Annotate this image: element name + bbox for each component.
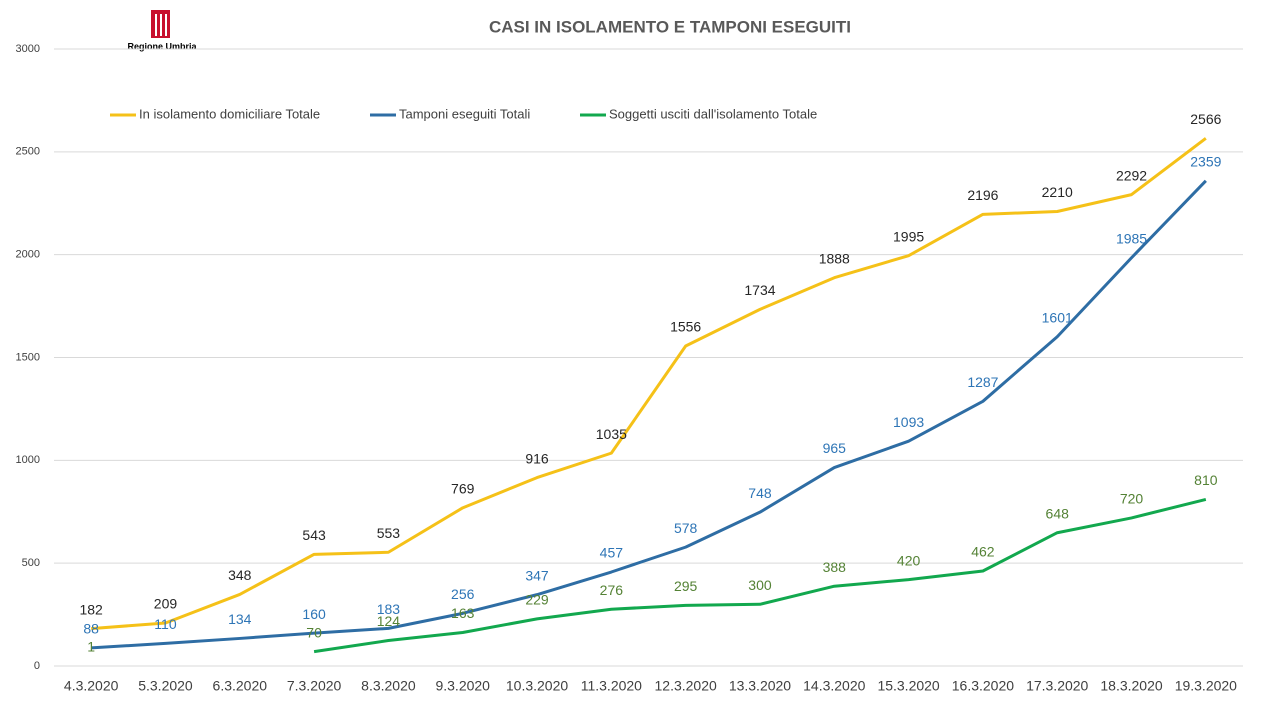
x-tick-label: 7.3.2020: [287, 678, 342, 694]
data-label: 1995: [893, 228, 924, 244]
logo: Regione Umbria: [127, 10, 197, 51]
x-tick-label: 13.3.2020: [729, 678, 791, 694]
data-label: 348: [228, 567, 252, 583]
logo-emblem: [155, 14, 157, 36]
x-tick-label: 14.3.2020: [803, 678, 865, 694]
logo-emblem: [165, 14, 167, 36]
data-label: 110: [154, 616, 177, 632]
data-label: 2196: [967, 187, 998, 203]
y-tick-label: 2500: [16, 146, 40, 158]
series-line: [91, 137, 1207, 631]
data-label: 88: [83, 621, 99, 637]
x-tick-label: 6.3.2020: [213, 678, 268, 694]
chart-title: CASI IN ISOLAMENTO E TAMPONI ESEGUITI: [489, 17, 851, 36]
x-tick-label: 10.3.2020: [506, 678, 568, 694]
data-label: 457: [600, 545, 624, 561]
y-tick-label: 3000: [16, 43, 40, 55]
data-label: 229: [525, 592, 549, 608]
y-tick-label: 500: [22, 557, 40, 569]
data-label: 965: [823, 440, 847, 456]
data-label: 420: [897, 552, 921, 568]
x-tick-label: 19.3.2020: [1175, 678, 1237, 694]
data-label: 1985: [1116, 230, 1147, 246]
data-label: 388: [823, 559, 847, 575]
legend-label: Tamponi eseguiti Totali: [399, 106, 530, 121]
data-label: 70: [306, 624, 322, 640]
x-tick-label: 11.3.2020: [581, 678, 642, 694]
data-label: 2566: [1190, 111, 1221, 127]
data-label: 553: [377, 525, 401, 541]
data-label: 810: [1194, 472, 1218, 488]
data-label: 2292: [1116, 167, 1147, 183]
data-label: 300: [748, 577, 772, 593]
series-line: [91, 179, 1207, 650]
data-label: 462: [971, 544, 995, 560]
data-label: 209: [154, 596, 178, 612]
data-label: 720: [1120, 491, 1144, 507]
data-label: 134: [228, 611, 252, 627]
y-tick-label: 1000: [16, 454, 40, 466]
data-label: 1035: [596, 426, 627, 442]
y-tick-label: 0: [34, 660, 40, 672]
x-tick-label: 5.3.2020: [138, 678, 193, 694]
x-tick-label: 16.3.2020: [952, 678, 1014, 694]
data-label: 543: [302, 527, 326, 543]
x-tick-label: 15.3.2020: [877, 678, 939, 694]
data-label: 916: [525, 450, 549, 466]
data-label: 769: [451, 481, 475, 497]
data-label: 748: [748, 485, 772, 501]
data-label: 1093: [893, 414, 924, 430]
logo-emblem: [160, 14, 162, 36]
y-tick-label: 1500: [16, 351, 40, 363]
data-label: 1601: [1042, 309, 1073, 325]
data-label: 1888: [819, 250, 850, 266]
data-label: 276: [600, 582, 624, 598]
data-label: 2359: [1190, 154, 1221, 170]
data-label: 1: [87, 638, 95, 654]
logo-text: Regione Umbria: [127, 41, 197, 51]
data-label: 256: [451, 586, 475, 602]
data-label: 163: [451, 605, 475, 621]
x-tick-label: 12.3.2020: [655, 678, 717, 694]
x-tick-label: 8.3.2020: [361, 678, 416, 694]
data-label: 1287: [967, 374, 998, 390]
series-line: [313, 497, 1207, 654]
x-tick-label: 9.3.2020: [435, 678, 490, 694]
data-label: 2210: [1042, 184, 1073, 200]
data-label: 182: [79, 601, 103, 617]
data-label: 347: [525, 567, 549, 583]
data-label: 183: [377, 601, 401, 617]
x-tick-label: 18.3.2020: [1100, 678, 1162, 694]
legend-label: Soggetti usciti dall'isolamento Totale: [609, 106, 817, 121]
data-label: 124: [377, 613, 401, 629]
data-label: 1734: [744, 282, 775, 298]
data-label: 160: [302, 606, 326, 622]
legend-label: In isolamento domiciliare Totale: [139, 106, 320, 121]
data-label: 578: [674, 520, 698, 536]
data-label: 1556: [670, 319, 701, 335]
data-label: 648: [1046, 505, 1070, 521]
y-tick-label: 2000: [16, 249, 40, 261]
x-tick-label: 17.3.2020: [1026, 678, 1088, 694]
x-tick-label: 4.3.2020: [64, 678, 119, 694]
data-label: 295: [674, 578, 698, 594]
